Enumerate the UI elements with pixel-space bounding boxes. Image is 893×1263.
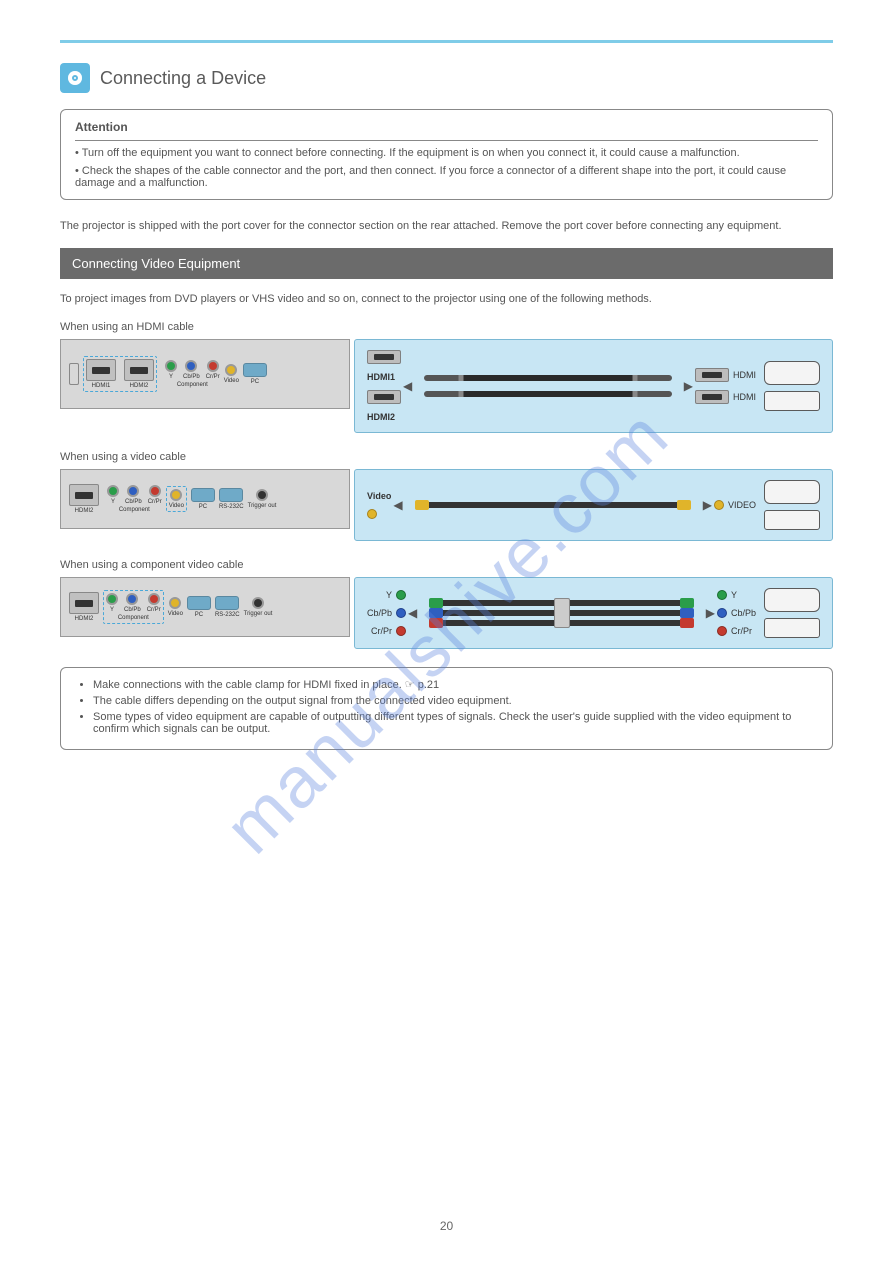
rear-panel-component: HDMI2 Y Cb/Pb Cr/Pr Component Video PC R… [60,577,350,637]
rear-rs2323-label: RS-232C [215,612,240,618]
diag-cb-left-label: Cb/Pb [367,608,392,618]
diag-y-right-label: Y [731,590,737,600]
component-highlight: Y Cb/Pb Cr/Pr Component [103,590,164,624]
note-1: Make connections with the cable clamp fo… [93,678,818,691]
diag-hdmi-dest2-label: HDMI [733,392,756,402]
rear-hdmi2-label: HDMI2 [130,383,149,389]
hdmi-cable-1-icon [424,375,672,381]
rear-hdmi2b-label: HDMI2 [75,508,94,514]
rear-video3-label: Video [168,611,183,617]
rear-cb3-label: Cb/Pb [124,607,141,613]
hdmi-heading: When using an HDMI cable [60,321,833,333]
player-icon-2 [764,510,820,530]
diag-hdmi-dest1-label: HDMI [733,370,756,380]
diag-cr-right-label: Cr/Pr [731,626,752,636]
video-block: When using a video cable HDMI2 Y Cb/Pb C… [60,451,833,541]
rear-hdmi2c-label: HDMI2 [75,616,94,622]
page-title: Connecting a Device [100,68,266,89]
video-cable-icon [415,502,691,508]
attention-line-2: • Check the shapes of the cable connecto… [75,165,818,189]
arrow-right-icon: ▶ [682,379,695,393]
player-icon [764,391,820,411]
component-block: When using a component video cable HDMI2… [60,559,833,649]
cr-jack-left-icon [396,626,406,636]
cable-join-icon [554,598,570,628]
camcorder-icon [764,361,820,385]
rear-panel-hdmi: HDMI1 HDMI2 Y Cb/Pb Cr/Pr Component Vide… [60,339,350,409]
diag-hdmi2-label: HDMI2 [367,412,401,422]
rear-component2-label: Component [119,507,150,513]
rear-video-label: Video [224,378,239,384]
video-diagram: Video ◀ ▶ VIDEO [354,469,833,541]
y-jack-right-icon [717,590,727,600]
rear-cb-label: Cb/Pb [183,374,200,380]
hdmi-block: When using an HDMI cable HDMI1 HDMI2 Y C… [60,321,833,433]
rear-hdmi1-label: HDMI1 [92,383,111,389]
cb-jack-left-icon [396,608,406,618]
rear-trigger-label: Trigger out [248,503,277,509]
hdmi-highlight: HDMI1 HDMI2 [83,356,157,392]
rear-cb2-label: Cb/Pb [125,499,142,505]
rear-cr3-label: Cr/Pr [147,607,161,613]
rear-cr-label: Cr/Pr [206,374,220,380]
section-icon [60,63,90,93]
attention-heading: Attention [75,120,818,134]
camcorder-icon-2 [764,480,820,504]
rear-trigger3-label: Trigger out [244,611,273,617]
hdmi-diagram: HDMI1 HDMI2 ◀ ▶ HDMI HDMI [354,339,833,433]
section-bar: Connecting Video Equipment [60,248,833,279]
cb-jack-right-icon [717,608,727,618]
page-number: 20 [440,1219,453,1233]
rear-panel-video: HDMI2 Y Cb/Pb Cr/Pr Component Video PC R… [60,469,350,529]
rear-component3-label: Component [118,615,149,621]
note-3: Some types of video equipment are capabl… [93,711,818,735]
diag-cb-right-label: Cb/Pb [731,608,756,618]
diag-y-left-label: Y [386,590,392,600]
arrow-right-icon-3: ▶ [704,606,717,620]
y-jack-left-icon [396,590,406,600]
subintro-text: To project images from DVD players or VH… [60,293,833,305]
rear-y3-label: Y [110,607,114,613]
cr-jack-right-icon [717,626,727,636]
diag-video-right-label: VIDEO [728,500,756,510]
video-jack-right-icon [714,500,724,510]
diag-hdmi1-label: HDMI1 [367,372,401,382]
rear-rs232-label: RS-232C [219,504,244,510]
attention-line-1: • Turn off the equipment you want to con… [75,147,818,159]
arrow-left-icon: ◀ [401,379,414,393]
arrow-left-icon-3: ◀ [406,606,419,620]
top-rule [60,40,833,43]
arrow-left-icon-2: ◀ [391,498,404,512]
video-highlight: Video [166,486,187,512]
component-diagram: Y Cb/Pb Cr/Pr ◀ ▶ Y Cb/Pb [354,577,833,649]
rear-cr2-label: Cr/Pr [148,499,162,505]
page-header: Connecting a Device [60,63,833,93]
video-heading: When using a video cable [60,451,833,463]
attention-box: Attention • Turn off the equipment you w… [60,109,833,200]
diag-cr-left-label: Cr/Pr [371,626,392,636]
rear-pc-label: PC [251,379,259,385]
rear-y2-label: Y [111,499,115,505]
rear-video2-label: Video [169,503,184,509]
note-2: The cable differs depending on the outpu… [93,695,818,707]
player-icon-3 [764,618,820,638]
hdmi-cable-2-icon [424,391,672,397]
rear-y-label: Y [169,374,173,380]
hdmi2-socket-icon [367,390,401,404]
component-heading: When using a component video cable [60,559,833,571]
hdmi-dest1-icon [695,368,729,382]
rear-pc2-label: PC [199,504,207,510]
intro-text: The projector is shipped with the port c… [60,220,833,232]
rear-component-label: Component [177,382,208,388]
hdmi1-socket-icon [367,350,401,364]
diag-video-left-label: Video [367,491,391,501]
video-jack-left-icon [367,509,377,519]
hdmi-dest2-icon [695,390,729,404]
arrow-right-icon-2: ▶ [701,498,714,512]
rear-pc3-label: PC [195,612,203,618]
camcorder-icon-3 [764,588,820,612]
note-box: Make connections with the cable clamp fo… [60,667,833,750]
